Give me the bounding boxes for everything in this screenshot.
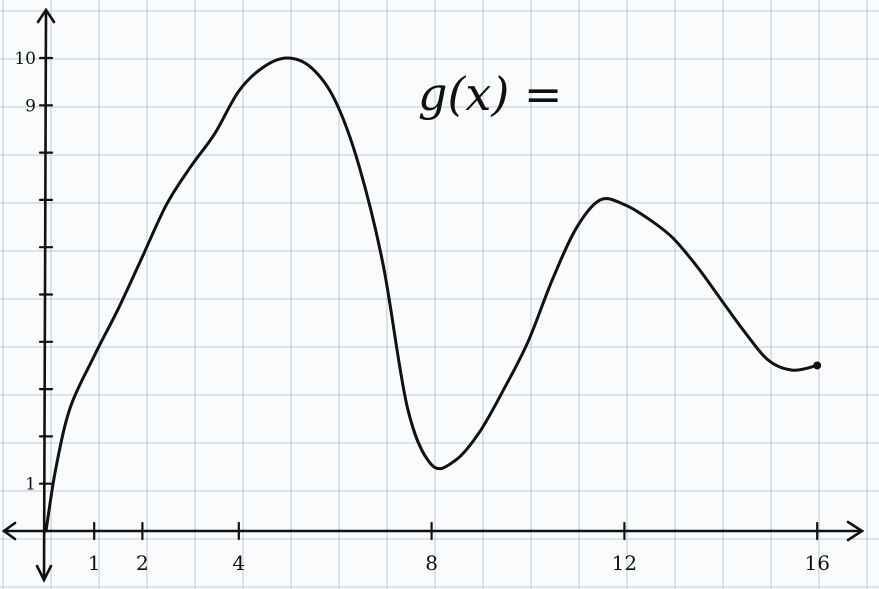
x-tick-label: 16	[804, 551, 829, 575]
y-tick-label: 10	[14, 49, 36, 69]
x-axis-right-arrow	[846, 520, 865, 542]
x-axis-left-arrow	[1, 521, 17, 541]
x-tick-label: 2	[136, 551, 149, 575]
tick-marks	[38, 56, 819, 541]
series-line	[44, 56, 819, 533]
x-tick-label: 8	[425, 551, 438, 575]
y-tick-label: 9	[25, 96, 36, 116]
chart-title: g(x) =	[418, 67, 562, 121]
x-tick-label: 12	[612, 551, 637, 575]
x-tick-label: 4	[232, 551, 245, 575]
y-tick-label: 1	[25, 475, 36, 495]
y-axis-bottom-arrow	[35, 564, 53, 583]
y-axis-top-arrow	[36, 7, 56, 24]
x-tick-label: 1	[88, 551, 101, 575]
series-end-point	[813, 361, 822, 370]
